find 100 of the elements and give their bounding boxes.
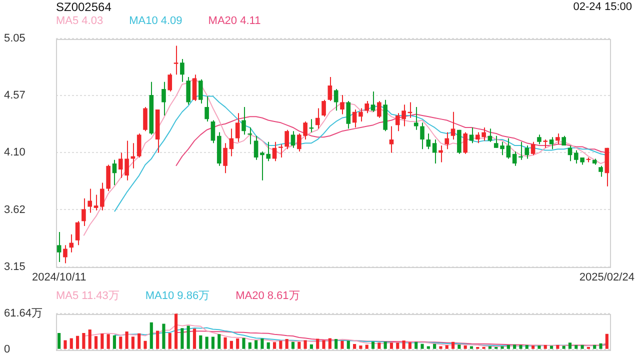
bar <box>365 344 368 349</box>
bar <box>414 342 418 349</box>
bar <box>532 346 535 349</box>
bar <box>390 342 394 349</box>
text: MA10 4.09 <box>129 15 182 28</box>
chart-title: SZ002564 <box>56 0 112 15</box>
bar <box>125 332 128 349</box>
bar <box>70 338 73 349</box>
bar <box>218 334 221 349</box>
bar <box>593 345 596 349</box>
bar <box>402 340 406 349</box>
y-tick-label: 3.15 <box>4 260 26 273</box>
bar <box>488 346 492 349</box>
text: MA20 8.61万 <box>236 290 300 303</box>
bar <box>162 324 166 349</box>
bar <box>322 340 326 349</box>
bar <box>180 328 184 349</box>
bar <box>192 328 196 349</box>
y-tick-label: 3.62 <box>4 204 26 216</box>
bar <box>131 336 134 349</box>
bar <box>100 334 104 349</box>
bar <box>506 345 510 349</box>
bar <box>408 342 412 349</box>
bar <box>254 340 258 349</box>
y-tick-label: 0 <box>4 343 10 356</box>
bar <box>500 346 504 349</box>
bar <box>451 342 455 349</box>
bar <box>574 345 578 349</box>
bar <box>230 340 233 349</box>
bar <box>396 342 400 349</box>
bar <box>260 338 264 349</box>
bar <box>550 346 554 349</box>
bar <box>458 344 461 349</box>
bar <box>168 332 172 349</box>
bar <box>248 342 252 349</box>
bar <box>94 336 98 349</box>
bar <box>224 337 227 349</box>
bar <box>156 330 160 349</box>
candlestick <box>414 106 418 130</box>
y-tick-label: 5.05 <box>4 32 26 45</box>
bar <box>316 338 320 349</box>
bar <box>605 334 608 349</box>
bar <box>359 346 362 349</box>
bar <box>88 330 92 349</box>
bar <box>340 340 344 349</box>
bar <box>298 342 301 349</box>
bar <box>426 346 430 349</box>
bar <box>266 342 270 349</box>
bar <box>519 345 522 349</box>
bar <box>378 342 381 349</box>
bar <box>144 340 147 349</box>
bar <box>562 346 566 349</box>
text: MA5 4.03 <box>56 15 104 28</box>
bar <box>205 336 208 349</box>
bar <box>371 342 375 349</box>
bar <box>236 338 240 349</box>
text: MA20 4.11 <box>208 15 261 28</box>
bar <box>199 335 202 349</box>
bar <box>279 340 282 349</box>
bar <box>304 340 307 349</box>
y-tick-label: 61.64万 <box>4 308 43 320</box>
bar <box>106 334 110 349</box>
bar <box>119 336 122 349</box>
bar <box>544 345 547 349</box>
bar <box>64 340 67 349</box>
bar <box>464 346 467 349</box>
bar <box>420 344 424 349</box>
bar <box>568 342 572 349</box>
bar <box>538 346 541 349</box>
bar <box>439 346 442 349</box>
bar <box>285 339 288 349</box>
bar <box>353 344 356 349</box>
bar <box>150 322 153 349</box>
bar <box>310 344 313 349</box>
y-tick-label: 4.57 <box>4 90 26 102</box>
bar <box>82 332 86 349</box>
bar <box>525 345 528 349</box>
x-tick-label: 2024/10/11 <box>32 271 86 284</box>
bar <box>445 345 448 349</box>
bar <box>291 342 295 349</box>
bar <box>186 326 190 349</box>
bar <box>328 338 332 349</box>
text: MA10 9.86万 <box>145 290 210 303</box>
y-tick-label: 4.10 <box>4 146 26 159</box>
x-tick-label: 2025/02/24 <box>579 271 634 284</box>
text: MA5 11.43万 <box>56 290 120 303</box>
bar <box>272 342 276 349</box>
bar <box>211 336 215 349</box>
bar <box>242 338 246 349</box>
bar <box>334 339 338 349</box>
bar <box>599 343 602 349</box>
bar <box>112 335 116 349</box>
bar <box>384 342 387 349</box>
bar <box>513 344 516 349</box>
text: 02-24 15:00 <box>573 1 632 13</box>
bar <box>138 333 141 349</box>
bar <box>556 345 560 349</box>
candlestick <box>543 138 548 148</box>
bar <box>76 336 80 349</box>
bar <box>58 332 61 349</box>
